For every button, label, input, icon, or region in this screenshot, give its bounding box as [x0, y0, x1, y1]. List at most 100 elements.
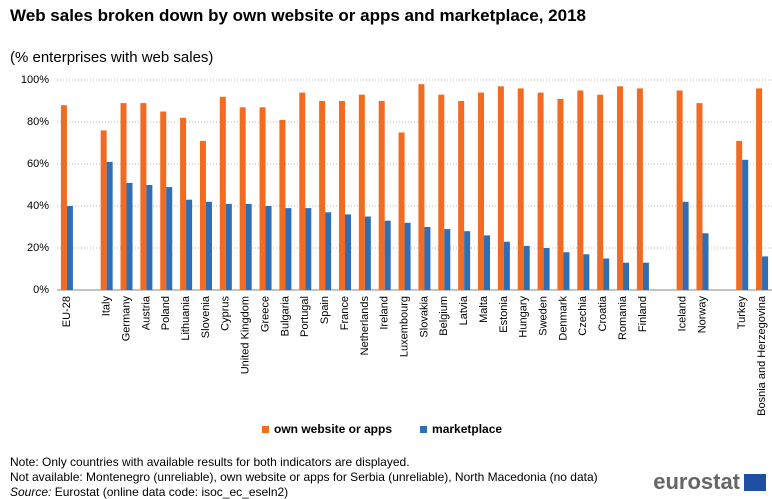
y-tick-label: 60% [27, 158, 49, 170]
x-tick-label: Iceland [677, 296, 689, 331]
bar [225, 203, 232, 290]
x-tick-label: Turkey [736, 296, 748, 330]
x-tick-label: Germany [120, 296, 132, 342]
bar [597, 94, 604, 290]
y-tick-label: 0% [33, 284, 49, 296]
bar [424, 227, 431, 290]
x-tick-label: Lithuania [180, 295, 192, 341]
bar [259, 107, 266, 290]
bar [497, 86, 504, 290]
x-tick-label: Portugal [299, 296, 311, 337]
bar [563, 252, 570, 290]
x-tick-label: Slovakia [418, 295, 430, 337]
x-tick-label: Norway [696, 296, 708, 334]
chart-subtitle: (% enterprises with web sales) [10, 49, 214, 66]
x-tick-label: Netherlands [359, 296, 371, 356]
y-tick-label: 80% [27, 116, 49, 128]
bar [245, 203, 252, 290]
x-tick-label: EU-28 [61, 296, 73, 327]
bar [444, 229, 451, 290]
bar [66, 206, 73, 290]
x-tick-label: Malta [478, 295, 490, 323]
x-tick-label: Sweden [538, 296, 550, 336]
bar [358, 94, 365, 290]
y-tick-label: 100% [21, 74, 49, 86]
bar [205, 201, 212, 290]
x-tick-label: Bosnia and Herzegovina [756, 295, 768, 416]
x-tick-label: Czechia [577, 295, 589, 336]
source-text: Eurostat (online data code: isoc_ec_esel… [54, 485, 289, 499]
bar [106, 161, 113, 290]
bar [742, 159, 749, 290]
x-tick-label: Cyprus [220, 296, 232, 331]
bar [636, 88, 643, 291]
x-tick-label: Croatia [597, 295, 609, 331]
bar [219, 96, 226, 290]
source-label: Source: [10, 485, 52, 499]
bar [166, 187, 173, 290]
bar [120, 103, 127, 290]
x-tick-label: Latvia [458, 295, 470, 325]
bar [404, 222, 411, 290]
bar [384, 220, 391, 290]
x-tick-label: Poland [160, 296, 172, 330]
bar [537, 92, 544, 290]
bar [762, 256, 769, 290]
bar [702, 233, 709, 290]
logo-flag [744, 474, 766, 491]
bar [418, 84, 425, 290]
bar [279, 119, 286, 291]
bar [378, 101, 385, 290]
x-tick-label: Italy [101, 296, 113, 317]
bar [617, 86, 624, 290]
x-tick-label: Romania [617, 295, 629, 340]
bar [543, 248, 550, 290]
bar [285, 208, 292, 290]
x-tick-label: Finland [637, 296, 649, 332]
y-tick-label: 40% [27, 200, 49, 212]
bar [180, 117, 187, 290]
bar [265, 206, 272, 290]
note: Note: Only countries with available resu… [10, 455, 410, 469]
note: Not available: Montenegro (unreliable), … [10, 470, 598, 484]
bar [478, 92, 485, 290]
x-tick-label: Greece [259, 296, 271, 332]
bar [398, 132, 405, 290]
bar [199, 140, 206, 290]
bar [696, 103, 703, 290]
bar [186, 199, 193, 290]
legend-swatch [420, 426, 428, 433]
bar [623, 262, 630, 290]
x-tick-label: Hungary [518, 296, 530, 338]
bar [239, 107, 246, 290]
bar [160, 111, 167, 290]
bar [146, 185, 153, 290]
bar [325, 212, 332, 290]
bar [736, 140, 743, 290]
bar [517, 88, 524, 291]
bar [344, 214, 351, 290]
bar [438, 94, 445, 290]
legend-label: marketplace [432, 422, 502, 436]
x-tick-label: Belgium [438, 296, 450, 336]
bar [305, 208, 312, 290]
x-tick-label: France [339, 296, 351, 330]
bar [100, 130, 107, 290]
bar [676, 90, 683, 290]
bar [603, 258, 610, 290]
chart-title: Web sales broken down by own website or … [10, 6, 586, 25]
bar [319, 101, 326, 290]
bar [503, 241, 510, 290]
x-tick-label: Estonia [498, 295, 510, 333]
x-tick-label: Slovenia [200, 295, 212, 338]
bar [60, 105, 67, 290]
x-tick-label: Spain [319, 296, 331, 324]
bar [464, 231, 471, 290]
source: Source: Eurostat (online data code: isoc… [10, 485, 288, 499]
bar [338, 101, 345, 290]
bar [364, 216, 371, 290]
bar [682, 201, 689, 290]
y-tick-label: 20% [27, 242, 49, 254]
